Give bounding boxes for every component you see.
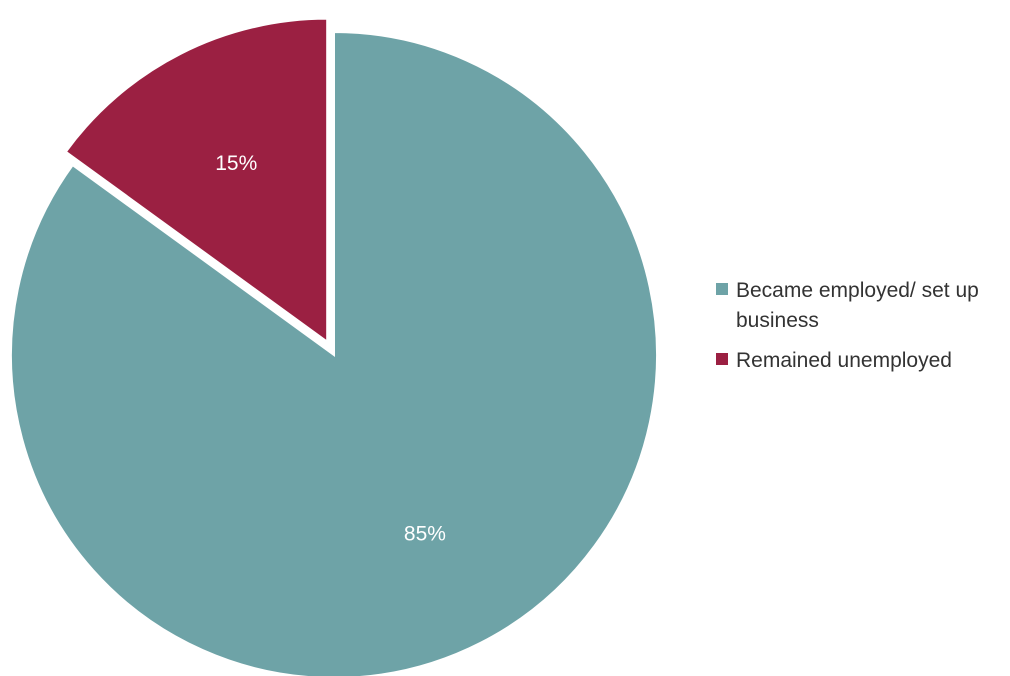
- legend-item-employed: Became employed/ set up business: [716, 276, 1006, 336]
- pie-slice-unemployed: [64, 17, 329, 344]
- data-label-unemployed: 15%: [215, 152, 257, 175]
- legend-label-unemployed: Remained unemployed: [736, 349, 952, 372]
- pie-data-labels: 85% 15%: [215, 152, 446, 545]
- legend-swatch-unemployed: [716, 353, 728, 365]
- legend-item-unemployed: Remained unemployed: [716, 346, 1006, 376]
- pie-slices: [10, 17, 658, 676]
- legend-label-employed: Became employed/ set up business: [736, 279, 979, 332]
- legend-swatch-employed: [716, 283, 728, 295]
- pie-slice-employed: [10, 30, 658, 676]
- data-label-employed: 85%: [404, 522, 446, 545]
- legend: Became employed/ set up business Remaine…: [716, 276, 1006, 386]
